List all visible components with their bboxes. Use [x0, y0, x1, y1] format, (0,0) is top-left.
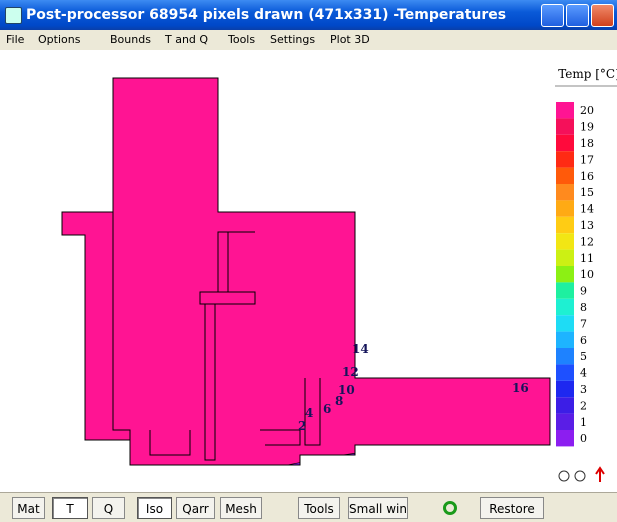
menu-bar: File Options Bounds T and Q Tools Settings Plo…: [0, 30, 617, 50]
legend-label: 17: [580, 153, 594, 166]
menu-item[interactable]: Options: [38, 30, 80, 50]
toolbar-button[interactable]: Qarr: [176, 497, 215, 519]
legend-swatch: [556, 200, 574, 216]
legend-swatch: [556, 430, 574, 446]
legend-swatch: [556, 250, 574, 266]
legend-swatch: [556, 397, 574, 413]
legend-swatch: [556, 348, 574, 364]
minimize-button[interactable]: [541, 4, 564, 27]
isotherm-label: 14: [352, 342, 369, 356]
legend-label: 8: [580, 301, 587, 314]
menu-item[interactable]: Tools: [228, 30, 255, 50]
toolbar-button[interactable]: Iso: [137, 497, 172, 519]
legend-swatch: [556, 315, 574, 331]
legend-swatch: [556, 299, 574, 315]
legend-label: 12: [580, 235, 594, 248]
legend-label: 9: [580, 285, 587, 298]
toolbar-button[interactable]: Restore: [480, 497, 544, 519]
legend-swatch: [556, 151, 574, 167]
temperature-plot: Temp [°C] 201918171615141312111098765432…: [0, 50, 617, 492]
isotherm-label: 12: [342, 365, 359, 379]
menu-item[interactable]: T and Q: [165, 30, 208, 50]
title-bar: Post-processor 68954 pixels drawn (471x3…: [0, 0, 617, 30]
legend-label: 15: [580, 186, 594, 199]
toolbar-button[interactable]: Mesh: [220, 497, 262, 519]
legend-swatch: [556, 414, 574, 430]
legend-swatch: [556, 282, 574, 298]
legend-label: 4: [580, 367, 587, 380]
temperature-band: [20, 50, 600, 488]
legend-label: 3: [580, 383, 587, 396]
window-title: Post-processor 68954 pixels drawn (471x3…: [26, 0, 506, 30]
menu-item[interactable]: Settings: [270, 30, 315, 50]
toolbar-button[interactable]: Mat: [12, 497, 45, 519]
legend-label: 6: [580, 334, 587, 347]
legend-swatch: [556, 168, 574, 184]
isotherm-label: 16: [512, 381, 529, 395]
legend-label: 14: [580, 203, 594, 216]
legend-label: 16: [580, 170, 594, 183]
legend-label: 10: [580, 268, 594, 281]
menu-item[interactable]: File: [6, 30, 24, 50]
menu-item[interactable]: Bounds: [110, 30, 151, 50]
legend-label: 1: [580, 416, 587, 429]
legend-swatch: [556, 332, 574, 348]
toolbar-button[interactable]: T: [52, 497, 88, 519]
isotherm-label: 2: [298, 419, 306, 433]
legend-swatch: [556, 381, 574, 397]
toolbar-button[interactable]: Q: [92, 497, 125, 519]
legend-label: 13: [580, 219, 594, 232]
app-icon: [5, 7, 22, 24]
legend-label: 0: [580, 432, 587, 445]
legend-label: 11: [580, 252, 594, 265]
close-button[interactable]: [591, 4, 614, 27]
isotherm-label: 4: [305, 406, 313, 420]
refresh-icon[interactable]: [443, 501, 457, 515]
legend-label: 19: [580, 121, 594, 134]
window: Post-processor 68954 pixels drawn (471x3…: [0, 0, 617, 522]
legend-swatch: [556, 184, 574, 200]
isotherm-label: 6: [323, 402, 331, 416]
toolbar-button[interactable]: Tools: [298, 497, 340, 519]
isotherm: [20, 450, 600, 488]
legend-label: 7: [580, 317, 587, 330]
legend-swatch: [556, 266, 574, 282]
legend-swatch: [556, 364, 574, 380]
legend-label: 2: [580, 399, 587, 412]
toolbar-button[interactable]: Small win: [348, 497, 408, 519]
legend-swatch: [556, 233, 574, 249]
legend-label: 20: [580, 104, 594, 117]
maximize-button[interactable]: [566, 4, 589, 27]
legend-swatch: [556, 102, 574, 118]
legend-title: Temp [°C]: [558, 67, 617, 81]
zoom-tools[interactable]: [559, 468, 604, 482]
legend-swatch: [556, 135, 574, 151]
legend-swatch: [556, 217, 574, 233]
legend-swatch: [556, 118, 574, 134]
isotherm-label: 8: [335, 394, 343, 408]
legend-label: 18: [580, 137, 594, 150]
legend-label: 5: [580, 350, 587, 363]
menu-item[interactable]: Plot 3D: [330, 30, 370, 50]
